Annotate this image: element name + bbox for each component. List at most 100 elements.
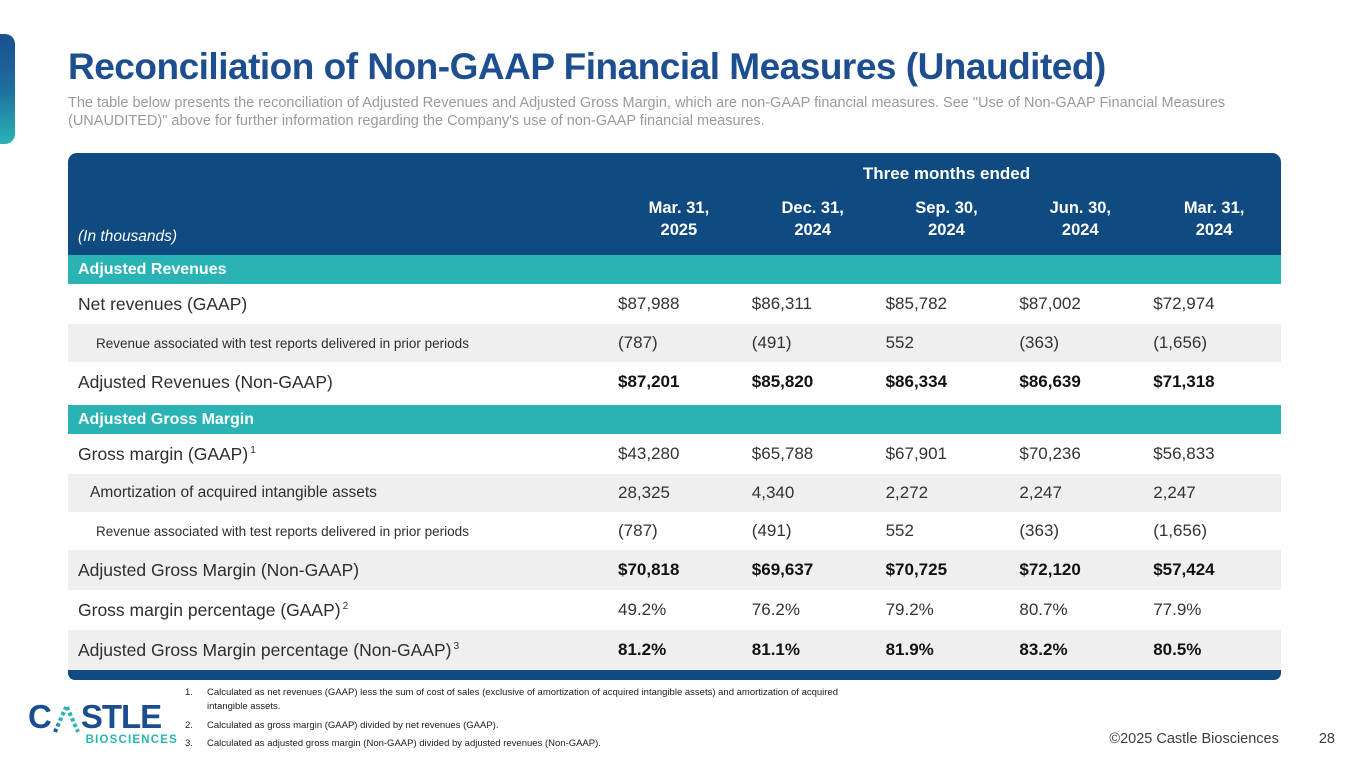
cell: (491) — [751, 521, 792, 540]
cell: $65,788 — [751, 444, 814, 463]
page-title: Reconciliation of Non-GAAP Financial Mea… — [68, 46, 1106, 87]
footnote-reference: 3 — [453, 640, 460, 652]
row-label: Revenue associated with test reports del… — [96, 335, 469, 351]
cell: 2,247 — [1019, 483, 1062, 502]
row-label: Amortization of acquired intangible asse… — [90, 484, 377, 501]
cell: $86,311 — [751, 294, 812, 313]
column-header-3: Jun. 30, 2024 — [1013, 197, 1147, 242]
cell: 80.5% — [1153, 640, 1202, 659]
column-header-line2: 2025 — [660, 221, 698, 240]
cell: $72,974 — [1153, 294, 1215, 313]
table-header: Three months ended Mar. 31, 2025 Dec. 31, 2… — [68, 153, 1281, 255]
column-header-1: Dec. 31, 2024 — [746, 197, 880, 242]
table-row: Adjusted Gross Margin (Non-GAAP) $70,818 $… — [68, 550, 1281, 590]
footnote-number: 1. — [185, 687, 193, 698]
table-row: Revenue associated with test reports del… — [68, 512, 1281, 550]
reconciliation-table: Three months ended Mar. 31, 2025 Dec. 31, 2… — [68, 153, 1281, 680]
cell: $87,201 — [618, 372, 680, 391]
cell: $86,639 — [1019, 372, 1081, 391]
cell: $71,318 — [1153, 372, 1215, 391]
table-row: Adjusted Revenues (Non-GAAP) $87,201 $85,8… — [68, 362, 1281, 402]
footnote-item: 3. Calculated as adjusted gross margin (N… — [185, 737, 845, 751]
footnote-number: 2. — [185, 719, 193, 731]
cell: $57,424 — [1153, 560, 1215, 579]
cell: 2,272 — [885, 483, 929, 502]
column-header-line1: Mar. 31, — [648, 199, 710, 217]
cell: 76.2% — [751, 600, 800, 619]
row-label: Gross margin (GAAP) 1 — [78, 443, 256, 464]
cell: $85,820 — [751, 372, 814, 391]
cell: (363) — [1019, 333, 1060, 352]
cell: 81.2% — [618, 640, 667, 659]
table-bottom-bar — [68, 670, 1281, 680]
table-row: Gross margin (GAAP) 1 $43,280 $65,788 $67,90… — [68, 434, 1281, 474]
logo-letter-c: C — [28, 698, 52, 735]
logo-subtext: BIOSCIENCES — [85, 734, 178, 746]
period-header: Three months ended — [862, 164, 1031, 183]
cell: 28,325 — [618, 483, 670, 502]
cell: $72,120 — [1019, 560, 1081, 579]
footnote-reference: 2 — [342, 600, 349, 612]
row-label: Net revenues (GAAP) — [78, 293, 248, 314]
column-header-line1: Mar. 31, — [1183, 199, 1245, 217]
page-subtitle: The table below presents the reconciliat… — [68, 95, 1226, 130]
cell: $85,782 — [885, 294, 948, 313]
cell: $70,725 — [885, 560, 948, 579]
footnote-reference: 1 — [250, 444, 256, 456]
row-label: Gross margin percentage (GAAP) 2 — [78, 599, 349, 620]
cell: $70,818 — [618, 560, 680, 579]
table-body: Adjusted Revenues Net revenues (GAAP) $87,… — [68, 255, 1281, 670]
cell: $87,002 — [1019, 294, 1081, 313]
castle-biosciences-logo: C STLE BIOSCIENCES — [28, 700, 178, 746]
cell: $70,236 — [1019, 444, 1081, 463]
table-row: Net revenues (GAAP) $87,988 $86,311 $85,782… — [68, 284, 1281, 324]
footnote-text: Calculated as gross margin (GAAP) divide… — [207, 719, 499, 731]
page-number: 28 — [1318, 731, 1335, 747]
column-header-line2: 2024 — [1195, 221, 1233, 240]
cell: $56,833 — [1153, 444, 1215, 463]
cell: 552 — [885, 521, 914, 540]
cell: (1,656) — [1153, 521, 1208, 540]
logo-wordmark: C STLE — [28, 700, 178, 733]
footnotes: 1. Calculated as net revenues (GAAP) less… — [185, 686, 845, 755]
cell: (363) — [1019, 521, 1060, 540]
section-header: Adjusted Gross Margin — [68, 405, 1281, 434]
column-header-line2: 2024 — [794, 221, 832, 240]
cell: 81.9% — [885, 640, 934, 659]
section-header: Adjusted Revenues — [68, 255, 1281, 284]
left-accent-bar — [0, 34, 15, 144]
slide-footer: ©2025 Castle Biosciences 28 — [1109, 731, 1335, 747]
cell: 49.2% — [618, 600, 667, 619]
cell: $69,637 — [751, 560, 814, 579]
column-header-4: Mar. 31, 2024 — [1147, 197, 1281, 242]
column-header-line2: 2024 — [1061, 221, 1099, 240]
table-row: Gross margin percentage (GAAP) 2 49.2% 76.2… — [68, 590, 1281, 630]
column-header-line1: Sep. 30, — [915, 199, 978, 217]
cell: 2,247 — [1153, 483, 1196, 502]
table-row: Adjusted Gross Margin percentage (Non-GA… — [68, 630, 1281, 670]
row-label: Adjusted Gross Margin percentage (Non-GA… — [78, 639, 460, 660]
footnote-text: Calculated as adjusted gross margin (Non… — [207, 737, 601, 749]
cell: 80.7% — [1019, 600, 1068, 619]
row-label: Revenue associated with test reports del… — [96, 523, 469, 539]
column-header-0: Mar. 31, 2025 — [612, 197, 746, 242]
cell: 83.2% — [1019, 640, 1068, 659]
cell: $43,280 — [618, 444, 680, 463]
footnote-item: 2. Calculated as gross margin (GAAP) divi… — [185, 719, 845, 733]
cell: $86,334 — [885, 372, 948, 391]
cell: (491) — [751, 333, 792, 352]
copyright-text: ©2025 Castle Biosciences — [1109, 731, 1279, 747]
table-row: Revenue associated with test reports del… — [68, 324, 1281, 362]
column-header-line1: Dec. 31, — [781, 199, 844, 217]
cell: 77.9% — [1153, 600, 1202, 619]
cell: (787) — [618, 521, 658, 540]
footnote-item: 1. Calculated as net revenues (GAAP) less… — [185, 686, 845, 715]
table-row: Amortization of acquired intangible asse… — [68, 474, 1281, 512]
cell: $87,988 — [618, 294, 680, 313]
logo-letters-stle: STLE — [80, 698, 162, 735]
cell: 79.2% — [885, 600, 934, 619]
cell: $67,901 — [885, 444, 948, 463]
dna-dash-letter-a-icon — [53, 706, 80, 733]
cell: 552 — [885, 333, 914, 352]
cell: 81.1% — [751, 640, 800, 659]
